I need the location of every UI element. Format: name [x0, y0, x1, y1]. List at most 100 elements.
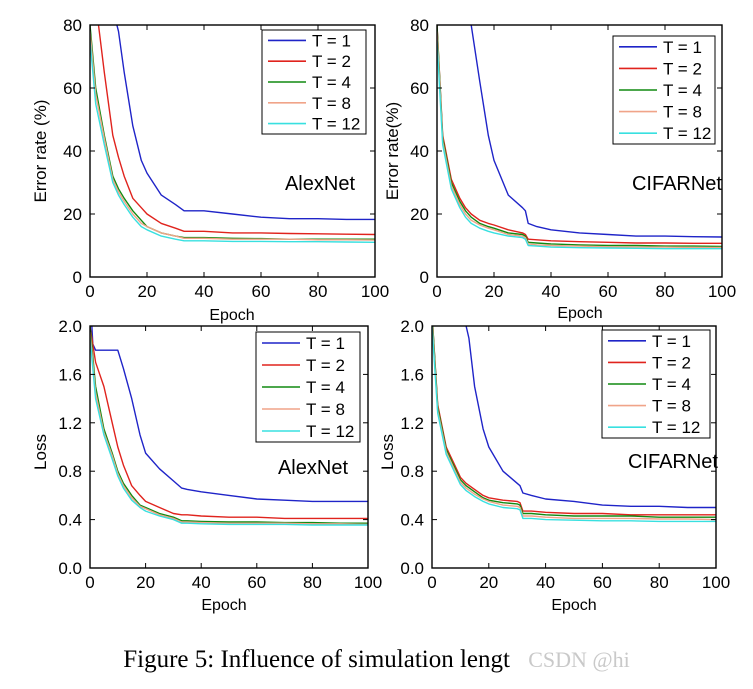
legend-entry-label: T = 12: [306, 422, 354, 441]
legend-entry-label: T = 2: [663, 59, 702, 78]
chart-panel-1: 0 20 40 60 80 100 0 20 40 60 80 Epoch Error rate (%)…: [31, 16, 389, 324]
legend: T = 1 T = 2 T = 4 T = 8 T = 12: [601, 329, 711, 439]
series-line-t12: [90, 40, 375, 243]
x-tick-label: 60: [599, 282, 618, 301]
y-tick-label: 1.6: [400, 365, 424, 384]
legend-entry-label: T = 2: [652, 353, 691, 372]
x-tick-label: 100: [361, 282, 389, 301]
series-line-t8: [437, 31, 722, 249]
watermark: CSDN @hi: [528, 647, 630, 672]
legend-entry-label: T = 4: [652, 375, 691, 394]
y-tick-label: 0: [73, 268, 82, 287]
y-tick-label: 20: [410, 205, 429, 224]
x-tick-label: 0: [85, 282, 94, 301]
legend: T = 1 T = 2 T = 4 T = 8 T = 12: [255, 331, 361, 443]
x-tick-label: 80: [309, 282, 328, 301]
series-group: [432, 326, 716, 523]
chart-panel-3: 0 20 40 60 80 100 0.0 0.4 0.8 1.2 1.6 2.0 Epoch Loss A…: [31, 317, 382, 614]
plot-frame: [89, 325, 369, 569]
x-tick-label: 80: [650, 573, 669, 592]
x-tick-label: 80: [656, 282, 675, 301]
legend-entry-label: T = 8: [652, 397, 691, 416]
figure-caption: Figure 5: Influence of simulation lengt …: [0, 646, 753, 674]
x-tick-label: 20: [485, 282, 504, 301]
y-tick-label: 0.0: [58, 559, 82, 578]
x-tick-label: 60: [593, 573, 612, 592]
legend-entry-label: T = 12: [312, 115, 360, 134]
chart-panel-4: 0 20 40 60 80 100 0.0 0.4 0.8 1.2 1.6 2.0 Epoch Loss C…: [378, 317, 730, 614]
legend-entry-label: T = 1: [312, 31, 351, 50]
y-tick-label: 40: [63, 142, 82, 161]
legend: T = 1 T = 2 T = 4 T = 8 T = 12: [612, 35, 716, 145]
model-annotation: CIFARNet: [628, 451, 718, 473]
x-tick-label: 40: [536, 573, 555, 592]
legend: T = 1 T = 2 T = 4 T = 8 T = 12: [261, 29, 367, 135]
x-tick-label: 60: [247, 573, 266, 592]
figure-5-canvas: 0 20 40 60 80 100 0 20 40 60 80 Epoch Error rate (%)…: [31, 16, 736, 614]
chart-panel-2: 0 20 40 60 80 100 0 20 40 60 80 Epoch Error rate(%) C…: [383, 16, 736, 322]
series-line-t1: [470, 25, 722, 238]
series-line-t8: [90, 332, 368, 526]
x-tick-label: 40: [542, 282, 561, 301]
y-tick-label: 2.0: [400, 317, 424, 336]
plot-frame: [431, 325, 717, 569]
series-line-t2: [97, 25, 375, 236]
y-tick-label: 80: [410, 16, 429, 35]
series-group: [90, 25, 375, 243]
legend-entry-label: T = 1: [663, 38, 702, 57]
series-line-t12: [437, 40, 722, 250]
legend-entry-label: T = 2: [312, 52, 351, 71]
series-line-t12: [432, 326, 716, 523]
x-tick-label: 40: [192, 573, 211, 592]
series-line-t8: [432, 326, 716, 521]
x-tick-label: 0: [85, 573, 94, 592]
y-tick-label: 40: [410, 142, 429, 161]
y-tick-label: 0.4: [58, 511, 82, 530]
series-line-t2: [90, 326, 368, 520]
y-tick-label: 60: [410, 79, 429, 98]
x-tick-label: 0: [427, 573, 436, 592]
legend-entry-label: T = 4: [306, 378, 345, 397]
y-axis-label: Loss: [31, 434, 50, 470]
y-tick-label: 60: [63, 79, 82, 98]
x-tick-label: 100: [708, 282, 736, 301]
x-axis-label: Epoch: [557, 305, 602, 322]
y-tick-label: 0.0: [400, 559, 424, 578]
legend-entry-label: T = 8: [663, 103, 702, 122]
x-axis-label: Epoch: [551, 597, 596, 614]
y-tick-label: 1.2: [58, 414, 82, 433]
series-line-t2: [432, 326, 716, 516]
x-tick-label: 20: [138, 282, 157, 301]
series-line-t1: [91, 326, 368, 503]
y-axis-label: Error rate (%): [31, 100, 50, 203]
y-tick-label: 20: [63, 205, 82, 224]
x-tick-label: 20: [479, 573, 498, 592]
series-line-t4: [437, 25, 722, 248]
y-tick-label: 1.2: [400, 414, 424, 433]
model-annotation: CIFARNet: [632, 173, 722, 195]
series-group: [90, 326, 368, 526]
y-tick-label: 2.0: [58, 317, 82, 336]
y-tick-label: 0: [420, 268, 429, 287]
legend-entry-label: T = 4: [663, 81, 702, 100]
x-tick-label: 100: [354, 573, 382, 592]
series-line-t2: [437, 25, 722, 245]
x-axis-label: Epoch: [209, 307, 254, 324]
x-tick-label: 40: [195, 282, 214, 301]
x-tick-label: 60: [252, 282, 271, 301]
series-line-t1: [116, 25, 375, 221]
y-tick-label: 0.4: [400, 511, 424, 530]
x-tick-label: 80: [303, 573, 322, 592]
legend-entry-label: T = 12: [663, 124, 711, 143]
series-line-t12: [90, 338, 368, 526]
legend-entry-label: T = 4: [312, 73, 351, 92]
model-annotation: AlexNet: [285, 173, 355, 195]
series-line-t1: [465, 326, 716, 509]
x-tick-label: 20: [136, 573, 155, 592]
y-axis-label: Loss: [378, 434, 397, 470]
legend-entry-label: T = 1: [306, 334, 345, 353]
x-tick-label: 0: [432, 282, 441, 301]
legend-entry-label: T = 12: [652, 418, 700, 437]
x-tick-label: 100: [702, 573, 730, 592]
series-line-t8: [90, 31, 375, 241]
